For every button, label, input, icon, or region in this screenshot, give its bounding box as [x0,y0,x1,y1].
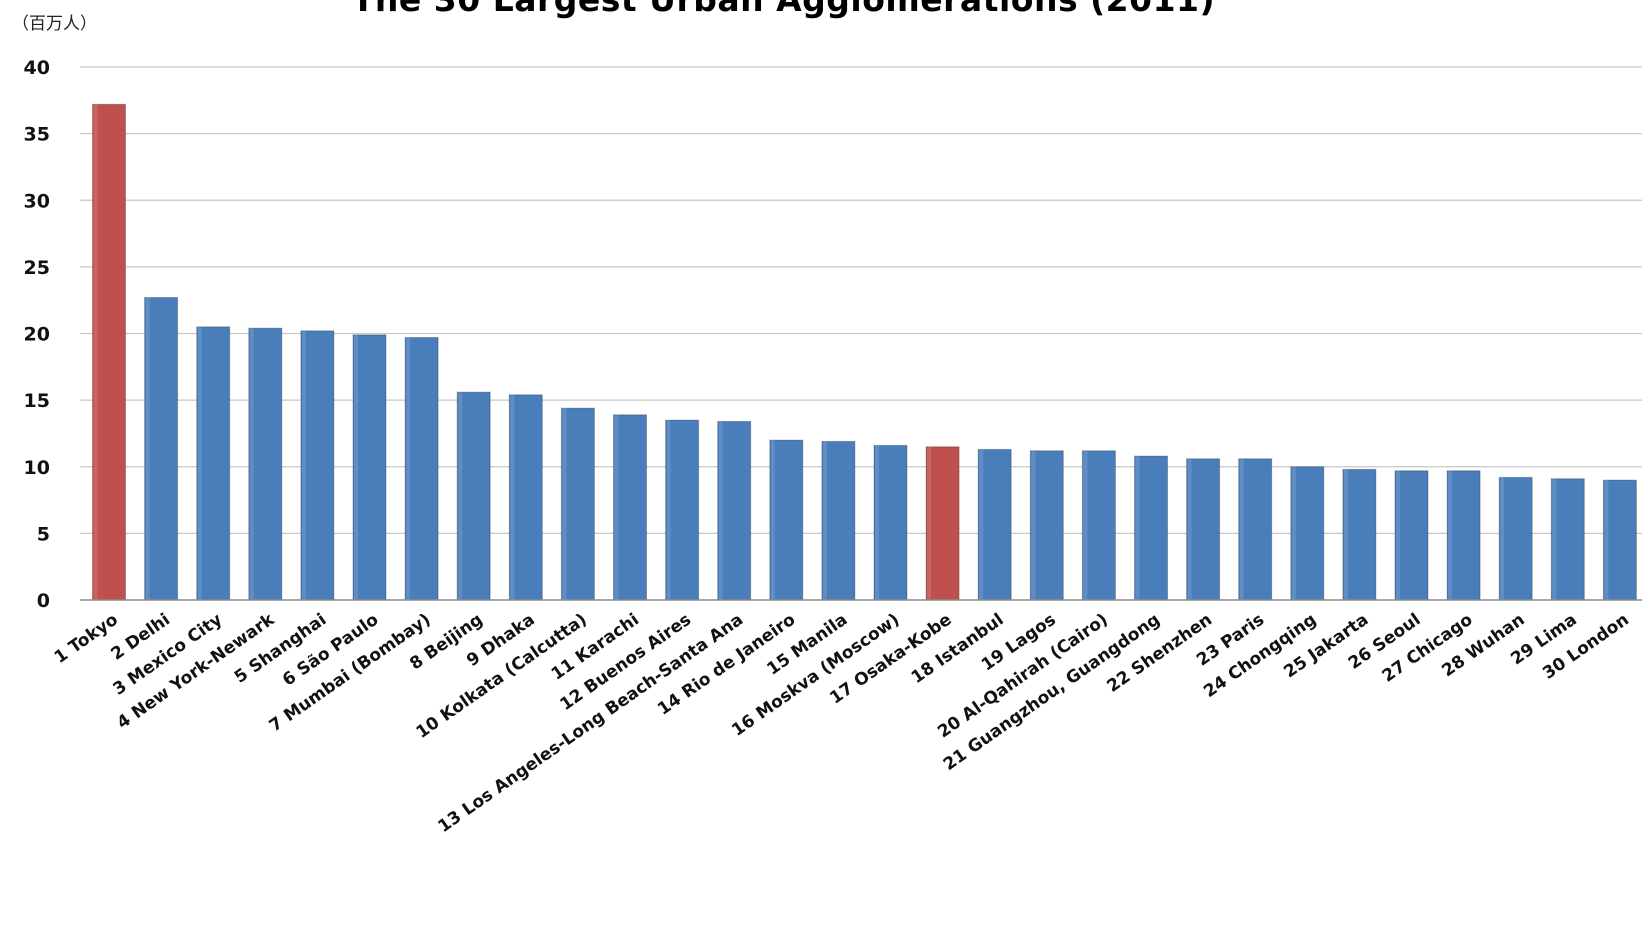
bar-highlight [718,421,723,600]
bar-highlight [93,104,98,600]
bar-highlight [927,446,932,600]
bar-highlight [1135,456,1140,600]
bar-highlight [145,297,150,600]
chart-title: The 30 Largest Urban Agglomerations (201… [0,0,1567,19]
y-tick-label: 40 [24,57,50,79]
bar [1394,470,1429,601]
y-tick-label: 25 [24,257,50,279]
bar [560,407,595,601]
bar-highlight [1083,450,1088,600]
bar-highlight [1343,469,1348,600]
bar [352,334,387,601]
bar-highlight [249,328,254,600]
y-tick-label: 5 [37,523,50,545]
y-tick-label: 30 [24,190,50,212]
bar [873,444,908,601]
bar-highlight [562,408,567,600]
bar-highlight [1291,466,1296,600]
bar [665,419,700,601]
gridlines [80,66,1642,534]
y-axis-ticks: 0 5 10 15 20 25 30 35 40 [24,57,50,612]
bar [404,336,439,601]
y-tick-label: 20 [24,324,50,346]
bar-highlight [458,392,463,600]
y-tick-label: 0 [37,590,50,612]
bar [613,414,647,601]
bar-highlight [875,445,879,600]
bar [300,330,335,601]
bar-highlight [510,394,515,600]
bar-highlight [614,414,619,600]
bar [1550,478,1585,601]
bar [821,440,856,601]
x-tick-label: 1 Tokyo [51,610,122,668]
y-tick-label: 10 [24,457,50,479]
bar [925,446,960,601]
bar [1081,450,1116,601]
bars [92,103,1637,601]
y-tick-label: 35 [24,124,50,146]
bar-highlight [1031,450,1036,600]
y-tick-label: 15 [24,390,50,412]
bar-highlight [979,449,984,600]
bar [717,420,752,601]
bar [196,326,231,601]
bar [144,297,179,601]
bar-highlight [1448,470,1453,600]
bar [248,327,283,601]
bar-highlight [822,441,827,600]
bar [1446,470,1481,601]
bar [977,448,1012,601]
bar-highlight [197,326,202,600]
bar-highlight [1500,477,1505,600]
bar-highlight [1396,470,1400,600]
bar-highlight [354,334,358,600]
bar-highlight [406,337,411,600]
bar-highlight [1187,458,1192,600]
bar-highlight [301,330,306,600]
y-axis-unit-label: （百万人） [12,14,97,34]
bar [769,439,804,601]
bar-highlight [1239,458,1244,600]
bar [508,394,543,601]
bar [92,103,126,601]
bar-highlight [1604,480,1609,600]
bar [1602,479,1637,601]
bar-highlight [666,420,671,600]
bar-highlight [770,440,775,600]
bar [1186,458,1221,601]
bar-highlight [1552,478,1557,600]
